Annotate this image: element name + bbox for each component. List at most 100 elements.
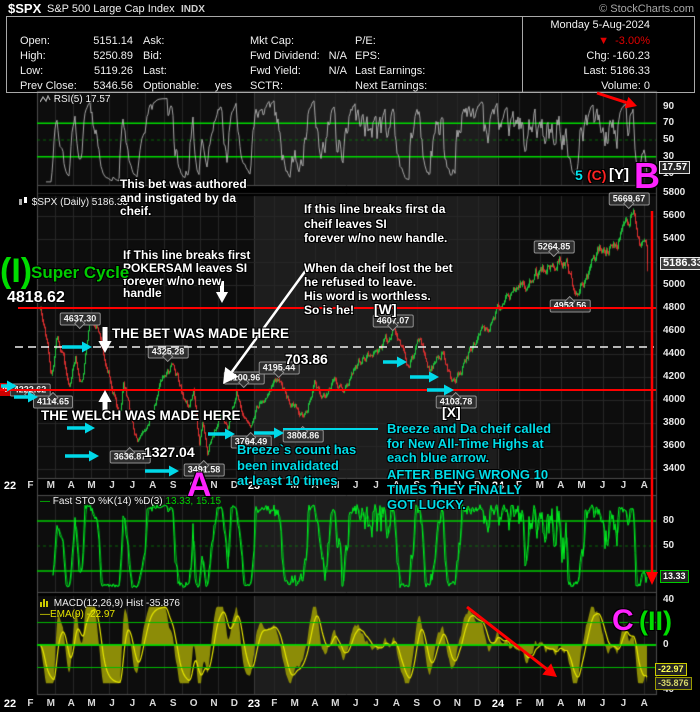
note-breeze-called: Breeze and Da cheif called for New All-T… (387, 421, 552, 465)
quote-value: 5151.14 (93, 35, 133, 47)
month-label: D (230, 698, 239, 709)
month-label: F (271, 698, 278, 709)
month-label: A (67, 698, 75, 709)
quote-label: Fwd Dividend: (250, 50, 320, 62)
quote-right-value: Monday 5-Aug-2024 (550, 19, 650, 31)
price-callout: 5669.67 (608, 192, 650, 210)
month-label: A (149, 698, 157, 709)
month-label: J (352, 698, 359, 709)
quote-value: 5250.89 (93, 50, 133, 62)
price-callout: 4953.56 (549, 295, 591, 313)
month-label: 24 (491, 698, 505, 710)
candlestick-icon (19, 197, 27, 205)
month-label: F (27, 480, 34, 491)
axis-tick-label: 4200 (663, 371, 686, 382)
cyan-arrow-head (274, 427, 284, 439)
month-label: A (640, 480, 648, 491)
white-arrow-head (98, 341, 112, 353)
axis-tick-label: 4600 (663, 325, 686, 336)
spread-1327-label: 1327.04 (144, 444, 195, 460)
axis-tick-label: 50 (663, 134, 675, 145)
ema-legend: —EMA(9) -22.97 (40, 609, 116, 620)
level-4818-label: 4818.62 (7, 289, 65, 306)
quote-right-value: Volume: 0 (601, 80, 650, 92)
quote-label: Last Earnings: (355, 65, 426, 77)
month-label: M (535, 698, 544, 709)
cyan-arrow-head (429, 371, 439, 383)
month-label: M (577, 480, 586, 491)
month-label: A (557, 698, 565, 709)
month-label: A (392, 698, 400, 709)
quote-label: High: (20, 50, 46, 62)
cyan-arrow-head (225, 428, 235, 440)
spread-703-label: 703.86 (285, 351, 328, 367)
month-label: A (311, 698, 319, 709)
rsi-legend: RSI(5) 17.57 (39, 94, 110, 105)
month-label: 22 (3, 480, 17, 492)
month-label: 22 (3, 698, 17, 710)
month-label: A (311, 480, 319, 491)
quote-value: yes (214, 80, 232, 92)
axis-tick-label: 3800 (663, 417, 686, 428)
month-label: J (620, 698, 627, 709)
quote-label: Open: (20, 35, 50, 47)
quote-label: EPS: (355, 50, 381, 62)
cyan-arrow-head (444, 384, 454, 396)
month-label: S (413, 480, 420, 491)
month-label: J (129, 480, 136, 491)
month-label: F (27, 698, 34, 709)
price-callout: 4114.65 (32, 391, 74, 409)
red-arrow-head (624, 96, 637, 109)
month-label: M (331, 698, 340, 709)
axis-tick-label: 90 (663, 100, 675, 112)
axis-tick-label: 50 (663, 540, 675, 551)
cyan-arrow-head (397, 356, 407, 368)
ema-icon: — (40, 609, 50, 620)
price-callout: 4195.44 (258, 361, 300, 379)
axis-tick-label: 3400 (663, 463, 686, 474)
month-label: J (599, 698, 606, 709)
month-label: A (392, 480, 400, 491)
axis-tick-label: 70 (663, 117, 675, 129)
axis-tick-label: 4400 (663, 348, 686, 359)
macd-ema-box: -22.97 (655, 663, 687, 676)
quote-label: Prev Close: (20, 80, 77, 92)
axis-tick-label: 5400 (663, 233, 686, 244)
month-label: M (87, 698, 96, 709)
month-label: J (109, 480, 115, 491)
price-callout: 4325.28 (147, 345, 189, 363)
price-callout: 4637.30 (59, 312, 101, 330)
month-label: J (620, 480, 627, 491)
month-label: F (271, 480, 278, 491)
axis-tick-label: 80 (663, 515, 675, 526)
month-label: M (577, 698, 586, 709)
month-label: M (46, 480, 55, 491)
red-arrow (596, 91, 628, 105)
month-label: M (46, 698, 55, 709)
month-label: N (210, 698, 218, 709)
quote-label: Ask: (143, 35, 165, 47)
wave-c2-label: C (612, 604, 634, 637)
price-callout: 3636.87 (109, 446, 151, 464)
price-callout: 3764.49 (230, 431, 272, 449)
cyan-arrow-head (169, 465, 179, 477)
quote-label: Low: (20, 65, 44, 77)
red-down-arrowhead (646, 572, 658, 585)
month-label: J (129, 698, 136, 709)
axis-tick-label: 4000 (663, 394, 686, 405)
rsi-value-box: 17.57 (659, 161, 691, 174)
price-callout: 4607.07 (372, 314, 414, 332)
month-label: S (169, 698, 177, 709)
month-label: O (189, 480, 198, 491)
axis-tick-label: 5600 (663, 210, 686, 221)
red-arrow (466, 605, 548, 671)
price-legend: $SPX (Daily) 5186.33 (17, 197, 128, 208)
wave-5-label: 5 (575, 167, 583, 183)
macd-histogram-icon (40, 599, 48, 607)
wave-y-label: [Y] (609, 166, 629, 183)
month-label: D (474, 480, 482, 491)
month-label: 23 (247, 698, 261, 710)
